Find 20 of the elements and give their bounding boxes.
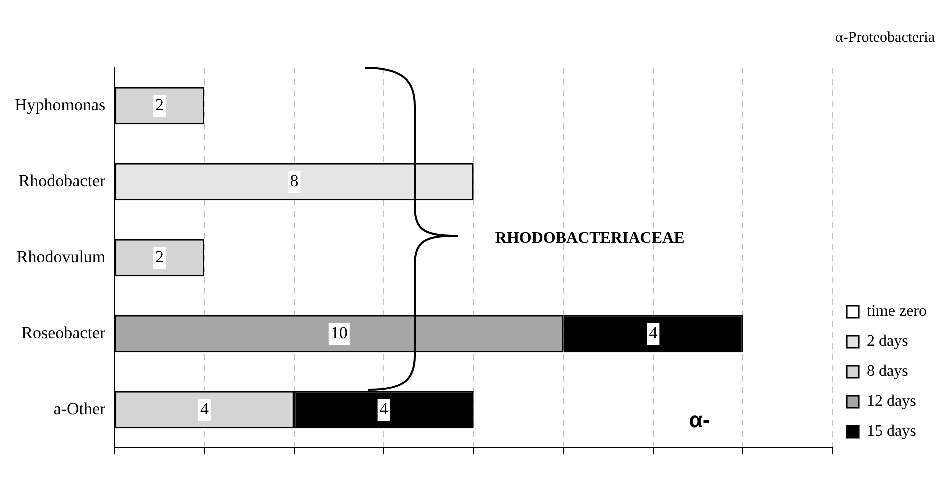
legend-label: 15 days [867, 423, 916, 440]
y-tick-label: Hyphomonas [14, 95, 106, 114]
legend-label: 2 days [867, 333, 908, 350]
legend-label: 8 days [867, 363, 908, 380]
data-label: 4 [649, 323, 658, 342]
legend-label: time zero [867, 303, 927, 320]
legend-label: 12 days [867, 393, 916, 410]
data-label: 8 [290, 171, 299, 190]
annotation: α- [689, 407, 710, 432]
data-label: 2 [156, 247, 164, 266]
y-tick-label: a-Other [54, 399, 106, 418]
y-tick-label: Rhodobacter [18, 171, 106, 190]
data-label: 4 [200, 399, 210, 418]
data-label: 10 [330, 323, 348, 342]
data-label: 4 [380, 399, 389, 418]
annotation: RHODOBACTERIACEAE [495, 230, 685, 248]
data-label: 2 [156, 95, 164, 114]
y-tick-label: Roseobacter [22, 323, 106, 342]
y-tick-label: Rhodovulum [16, 247, 106, 266]
text: α-Proteobacteria [836, 30, 936, 46]
